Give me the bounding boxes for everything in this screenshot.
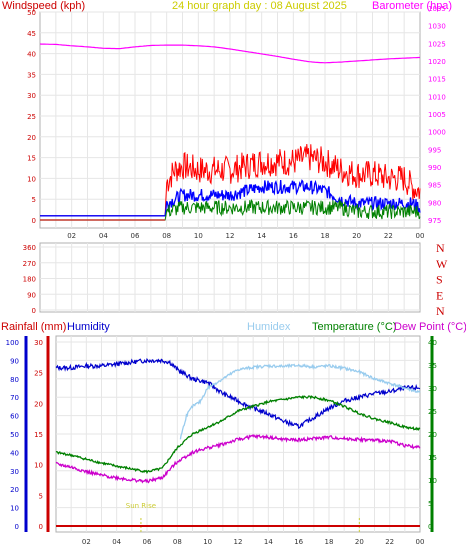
hour-tick-label: 18 xyxy=(325,538,334,546)
dewpoint-axis-title: Dew Point (°C) xyxy=(394,321,466,333)
compass-label: S xyxy=(436,273,443,287)
hour-tick-label: 04 xyxy=(112,538,121,546)
barometer-axis-title: Barometer (hpa) xyxy=(372,0,452,12)
humidex-line xyxy=(179,363,421,440)
humidity-tick-label: 50 xyxy=(10,431,19,439)
direction-tick-label: 0 xyxy=(32,307,36,315)
hour-tick-label: 20 xyxy=(355,538,364,546)
windspeed-tick-label: 50 xyxy=(27,9,36,17)
humidity-tick-label: 80 xyxy=(10,376,19,384)
windspeed-tick-label: 0 xyxy=(32,217,36,225)
hour-tick-label: 20 xyxy=(352,232,361,240)
humidity-line xyxy=(55,357,421,430)
barometer-tick-label: 980 xyxy=(428,199,441,207)
graph-title: 24 hour graph day : 08 August 2025 xyxy=(172,0,347,12)
humidex-legend: Humidex xyxy=(247,321,291,333)
barometer-tick-label: 1030 xyxy=(428,23,446,31)
hour-tick-label: 04 xyxy=(99,232,108,240)
barometer-tick-label: 1015 xyxy=(428,76,446,84)
rain-tick-label: 10 xyxy=(34,462,43,470)
temperature-tick-label: 0 xyxy=(428,523,432,531)
windspeed-axis-title: Windspeed (kph) xyxy=(2,0,85,12)
humidity-tick-label: 0 xyxy=(15,523,19,531)
barometer-tick-label: 1010 xyxy=(428,93,446,101)
hour-tick-label: 16 xyxy=(294,538,303,546)
direction-tick-label: 270 xyxy=(23,260,36,268)
temperature-line xyxy=(55,395,421,475)
rain-tick-label: 5 xyxy=(39,492,43,500)
humidity-tick-label: 90 xyxy=(10,357,19,365)
hour-tick-label: 02 xyxy=(82,538,91,546)
sunrise-label: Sun Rise xyxy=(126,502,156,510)
hour-tick-label: 12 xyxy=(226,232,235,240)
humidity-tick-label: 10 xyxy=(10,505,19,513)
rain-tick-label: 0 xyxy=(39,523,43,531)
barometer-tick-label: 1005 xyxy=(428,111,446,119)
humidity-tick-label: 100 xyxy=(6,339,19,347)
direction-tick-label: 360 xyxy=(23,244,36,252)
humidity-tick-label: 40 xyxy=(10,449,19,457)
barometer-line xyxy=(39,43,420,64)
hour-tick-label: 12 xyxy=(234,538,243,546)
hour-tick-label: 14 xyxy=(264,538,273,546)
rain-tick-label: 15 xyxy=(34,431,43,439)
hour-tick-label: 14 xyxy=(257,232,266,240)
rain-tick-label: 25 xyxy=(34,370,43,378)
windspeed-tick-label: 45 xyxy=(27,30,36,38)
barometer-tick-label: 990 xyxy=(428,164,441,172)
compass-label: W xyxy=(436,257,448,271)
windspeed-tick-label: 10 xyxy=(27,175,36,183)
hour-tick-label: 06 xyxy=(143,538,152,546)
windspeed-tick-label: 30 xyxy=(27,92,36,100)
humidity-tick-label: 20 xyxy=(10,486,19,494)
compass-label: N xyxy=(436,241,445,255)
dewpoint-line xyxy=(55,433,421,484)
humidity-tick-label: 30 xyxy=(10,468,19,476)
barometer-tick-label: 1020 xyxy=(428,58,446,66)
barometer-tick-label: 1000 xyxy=(428,129,446,137)
compass-label: N xyxy=(436,304,445,318)
hour-tick-label: 22 xyxy=(385,538,394,546)
temperature-axis-title: Temperature (°C) xyxy=(312,321,396,333)
rain-tick-label: 30 xyxy=(34,339,43,347)
barometer-tick-label: 985 xyxy=(428,182,441,190)
rainfall-axis-title: Rainfall (mm) xyxy=(1,321,66,333)
windspeed-tick-label: 35 xyxy=(27,71,36,79)
hour-tick-label: 22 xyxy=(384,232,393,240)
humidity-tick-label: 60 xyxy=(10,413,19,421)
hour-tick-label: 10 xyxy=(203,538,212,546)
direction-tick-label: 180 xyxy=(23,276,36,284)
hour-tick-label: 16 xyxy=(289,232,298,240)
hour-tick-label: 00 xyxy=(416,232,425,240)
windspeed-tick-label: 20 xyxy=(27,134,36,142)
rain-tick-label: 20 xyxy=(34,400,43,408)
humidity-tick-label: 70 xyxy=(10,394,19,402)
temperature-tick-label: 5 xyxy=(428,500,432,508)
windspeed-tick-label: 5 xyxy=(32,196,36,204)
hour-tick-label: 06 xyxy=(131,232,140,240)
hour-tick-label: 08 xyxy=(173,538,182,546)
windspeed-tick-label: 40 xyxy=(27,51,36,59)
hour-tick-label: 08 xyxy=(162,232,171,240)
windspeed-tick-label: 25 xyxy=(27,113,36,121)
hour-tick-label: 10 xyxy=(194,232,203,240)
hour-tick-label: 02 xyxy=(67,232,76,240)
windspeed-tick-label: 15 xyxy=(27,155,36,163)
wind-average-line xyxy=(40,179,421,217)
barometer-tick-label: 975 xyxy=(428,217,441,225)
humidity-axis-title: Humidity xyxy=(67,321,110,333)
barometer-tick-label: 1025 xyxy=(428,40,446,48)
wind-baro-panel: 5045403530252015105010351030102510201015… xyxy=(27,5,446,240)
barometer-tick-label: 995 xyxy=(428,146,441,154)
direction-tick-label: 90 xyxy=(27,291,36,299)
compass-label: E xyxy=(436,288,443,302)
temp-humidity-panel: 1009080706050403020100302520151050403530… xyxy=(6,335,437,546)
barometer-tick-label: 1035 xyxy=(428,5,446,13)
hour-tick-label: 18 xyxy=(321,232,330,240)
hour-tick-label: 00 xyxy=(416,538,425,546)
